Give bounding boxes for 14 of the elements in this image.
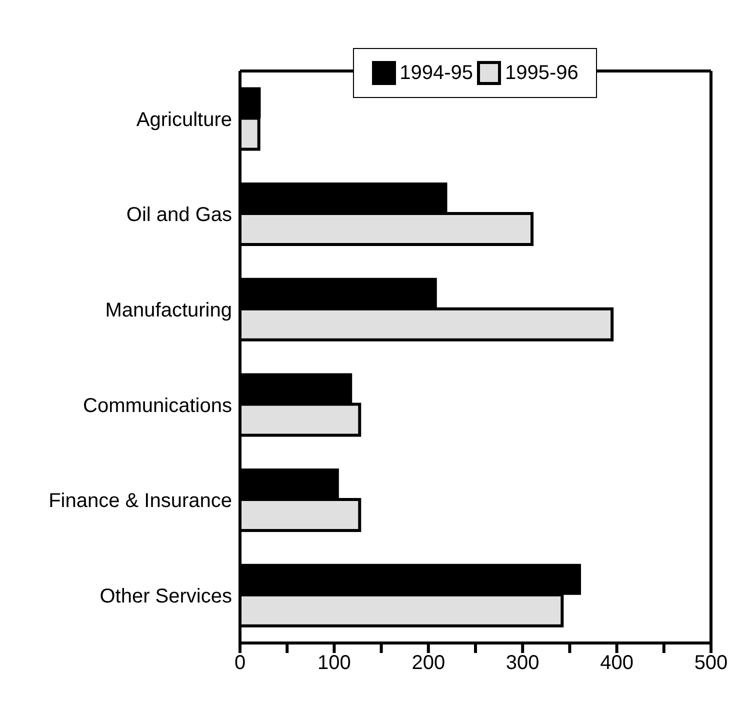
x-tick-label: 200 xyxy=(412,652,446,674)
y-tick-label: Manufacturing xyxy=(105,299,232,322)
y-tick-label: Communications xyxy=(83,394,232,417)
x-tick-label: 500 xyxy=(694,652,728,674)
legend-label: 1995-96 xyxy=(505,62,578,84)
y-tick-label: Finance & Insurance xyxy=(48,490,232,512)
y-tick-label: Other Services xyxy=(100,585,232,608)
y-tick-label: Oil and Gas xyxy=(126,204,232,226)
y-tick-label: Agriculture xyxy=(136,108,232,131)
x-tick-label: 300 xyxy=(506,652,540,674)
x-tick-label: 100 xyxy=(318,652,351,674)
legend-label: 1994-95 xyxy=(400,62,473,84)
x-tick-label: 400 xyxy=(600,652,634,674)
x-tick-label: 0 xyxy=(234,652,246,674)
